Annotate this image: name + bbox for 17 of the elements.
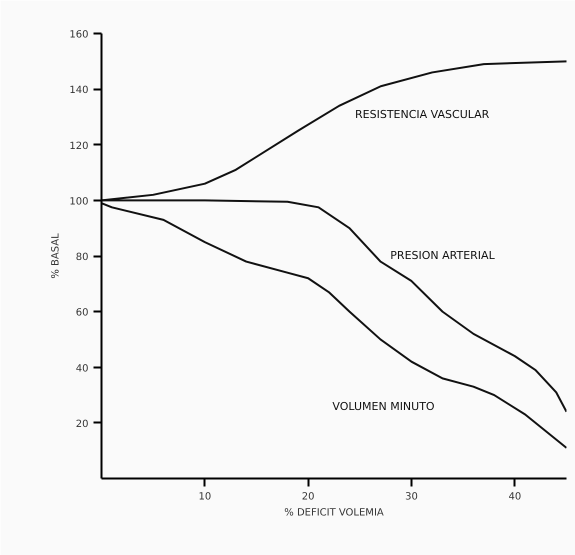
series-label: RESISTENCIA VASCULAR <box>355 108 490 121</box>
x-tick-label: 10 <box>198 492 212 502</box>
y-tick-label: 120 <box>69 140 89 152</box>
x-tick-label: 40 <box>508 492 522 502</box>
y-tick-label: 160 <box>69 30 89 40</box>
y-tick-label: 40 <box>76 363 89 374</box>
y-tick-label: 80 <box>76 252 89 263</box>
y-tick-label: 100 <box>69 196 89 208</box>
y-tick-label: 140 <box>69 85 89 96</box>
y-axis-title: % BASAL <box>50 232 62 279</box>
x-tick-label: 30 <box>405 492 418 502</box>
y-tick-label: 60 <box>76 308 89 319</box>
x-axis-title: % DEFICIT VOLEMIA <box>284 508 384 518</box>
y-tick-label: 20 <box>76 418 89 430</box>
x-tick-label: 20 <box>302 492 315 502</box>
text: VOLUMEN MINUTO <box>332 400 435 414</box>
series-label: PRESION ARTERIAL <box>390 249 496 262</box>
